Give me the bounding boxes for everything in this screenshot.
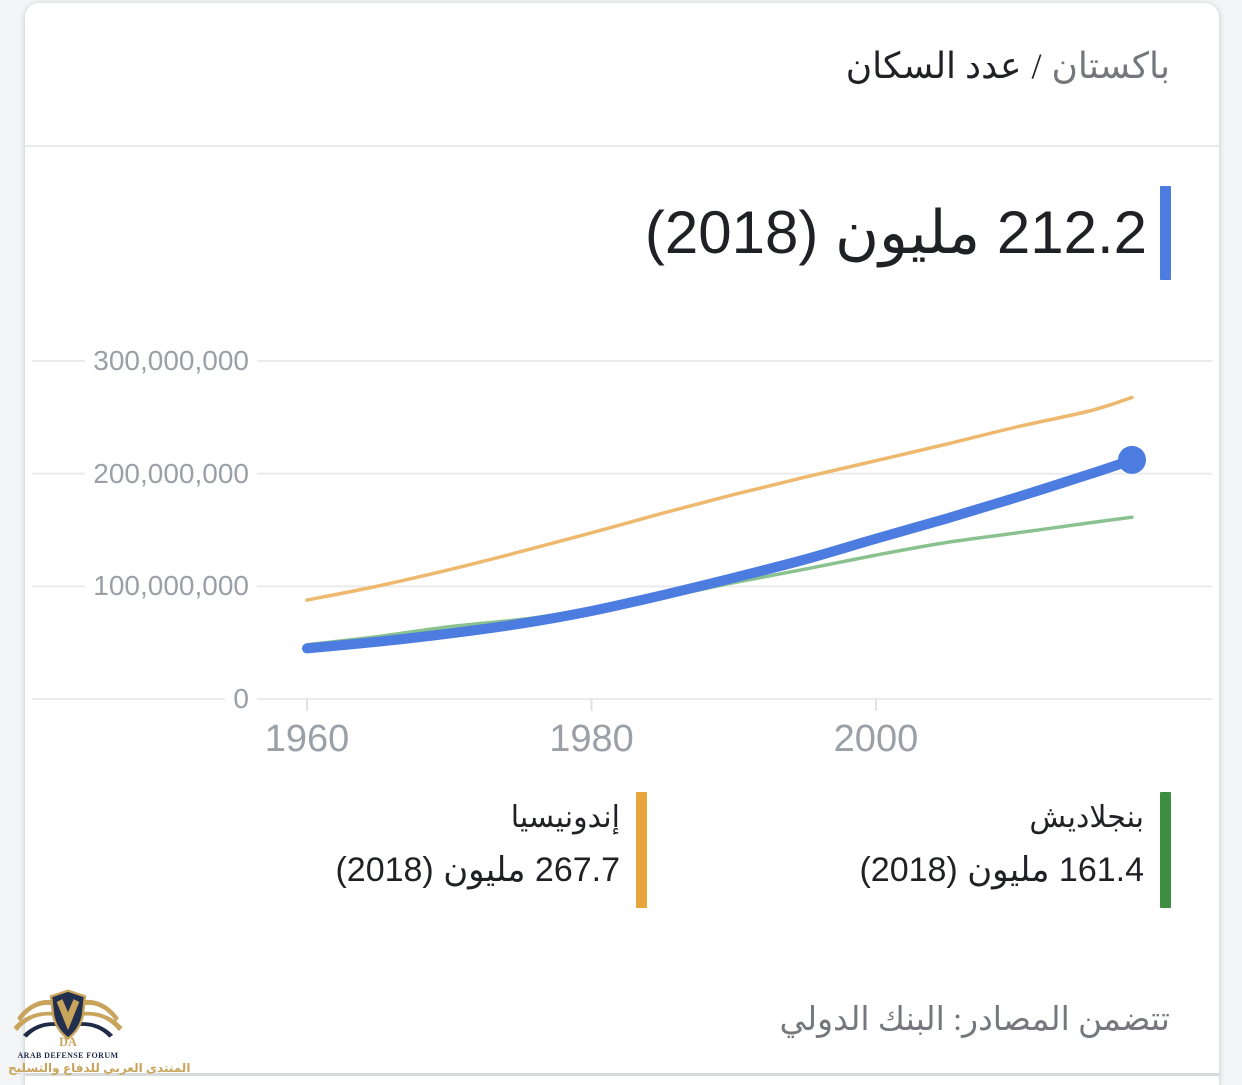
bottom-divider (25, 1073, 1219, 1076)
y-axis-label: 300,000,000 (85, 345, 257, 377)
breadcrumb-title: باكستان/عدد السكان (846, 40, 1170, 92)
y-axis-label: 100,000,000 (85, 570, 257, 603)
legend-item-bangladesh[interactable]: بنجلاديش 161.4 مليون (2018) (859, 792, 1171, 908)
watermark-name-ar: المنتدى العربي للدفاع والتسليح (8, 1061, 191, 1075)
entity-name: باكستان (1051, 46, 1170, 86)
legend-country-value: 267.7 مليون (2018) (335, 851, 620, 889)
series-line-pakistan[interactable] (302, 454, 1137, 654)
watermark-emblem-icon: DA (13, 989, 123, 1049)
y-axis-label: 200,000,000 (85, 457, 257, 490)
watermark-name-en: ARAB DEFENSE FORUM (17, 1051, 119, 1060)
metric-name: عدد السكان (845, 46, 1022, 86)
legend-color-bar-bangladesh (1160, 792, 1171, 908)
legend-country-name: إندونيسيا (510, 801, 620, 834)
x-axis-label: 1980 (549, 718, 634, 760)
series-line-indonesia[interactable] (305, 395, 1134, 602)
breadcrumb-separator: / (1031, 46, 1042, 86)
series-end-dot-pakistan[interactable] (1118, 445, 1146, 474)
headline-stat: 212.2 مليون (2018) (645, 186, 1171, 280)
legend-country-name: بنجلاديش (1029, 801, 1144, 834)
x-axis-label: 2000 (833, 718, 919, 760)
y-axis-label: 0 (225, 683, 257, 715)
legend-item-indonesia[interactable]: إندونيسيا 267.7 مليون (2018) (335, 792, 647, 908)
x-axis-label: 1960 (264, 718, 350, 760)
x-axis-labels: 1960 1980 2000 (0, 718, 1242, 768)
stat-accent-bar (1160, 186, 1171, 280)
source-attribution: تتضمن المصادر: البنك الدولي (779, 1002, 1170, 1038)
header-divider (25, 145, 1219, 147)
legend-country-value: 161.4 مليون (2018) (859, 851, 1144, 889)
legend-color-bar-indonesia (636, 792, 647, 908)
stat-value: 212.2 مليون (2018) (644, 199, 1147, 266)
watermark-monogram: DA (59, 1035, 77, 1048)
watermark-logo: DA ARAB DEFENSE FORUM المنتدى العربي للد… (8, 986, 191, 1075)
knowledge-card (25, 3, 1219, 1085)
